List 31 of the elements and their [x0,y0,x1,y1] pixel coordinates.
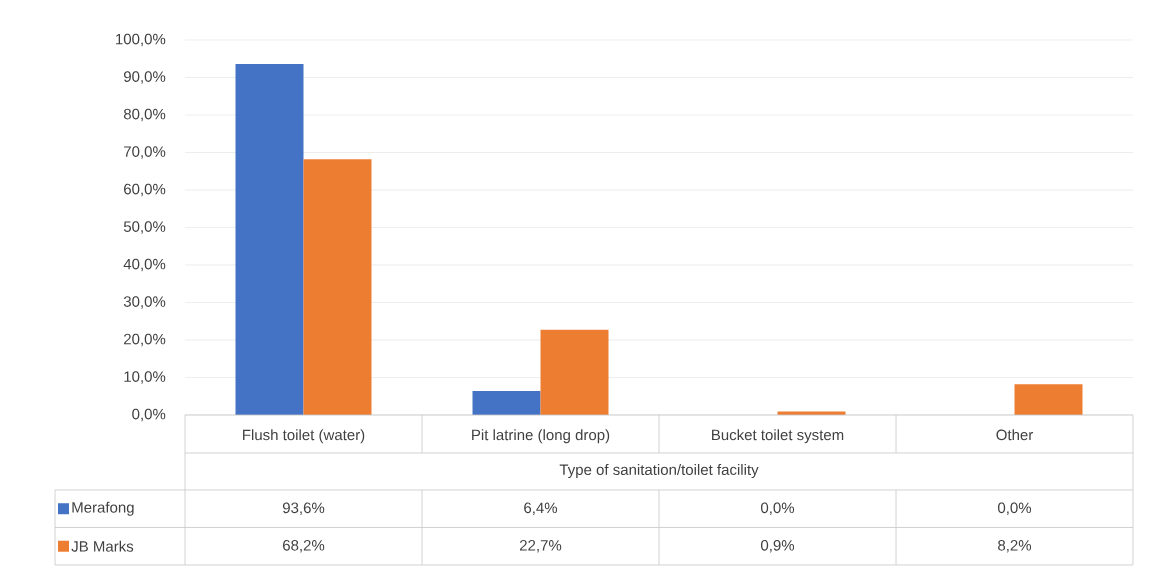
bar [472,390,541,415]
data-label: 22,7% [519,540,562,553]
data-label: 8,2% [998,540,1032,553]
data-label: 0,0% [761,502,795,515]
bar [235,63,304,415]
y-tick-label: 30,0% [123,296,166,309]
y-tick-label: 60,0% [124,183,166,197]
y-tick-label: 90,0% [123,71,166,84]
x-tick-label: Bucket toilet system [712,429,844,444]
x-tick-label: Flush toilet (water) [243,429,365,444]
y-tick-label: 80,0% [123,108,166,122]
data-label: 6,4% [524,502,558,515]
bar [540,329,609,415]
legend-label: Merafong [72,501,134,516]
x-axis-title: Type of sanitation/toilet facility [559,463,759,478]
data-label: 93,6% [282,502,325,515]
y-tick-label: 0,0% [132,408,166,422]
y-tick-label: 50,0% [123,221,166,234]
legend-label: JB Marks [71,540,134,552]
bar [1014,384,1083,415]
bar [303,159,372,415]
x-tick-label: Other [996,429,1034,441]
y-tick-label: 40,0% [123,258,166,272]
x-tick-label: Pit latrine (long drop) [472,429,610,444]
y-tick-label: 70,0% [124,146,166,159]
y-tick-label: 100,0% [116,33,166,47]
data-label: 0,0% [998,502,1032,515]
y-tick-label: 20,0% [124,333,166,347]
data-label: 0,9% [761,540,795,553]
data-label: 68,2% [283,540,325,553]
y-tick-label: 10,0% [124,371,166,384]
